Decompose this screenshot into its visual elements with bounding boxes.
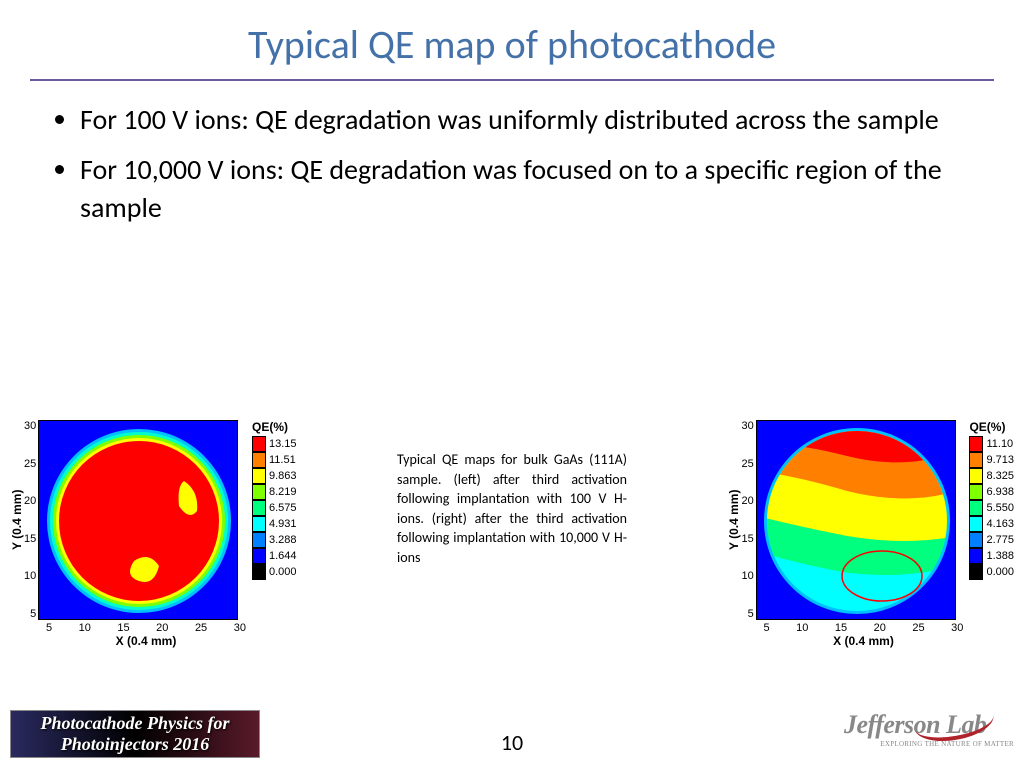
x-ticks: 5 10 15 20 25 30 xyxy=(763,620,963,634)
x-ticks: 5 10 15 20 25 30 xyxy=(46,620,246,634)
x-axis-label: X (0.4 mm) xyxy=(46,634,246,648)
page-title: Typical QE map of photocathode xyxy=(0,0,1024,79)
colorbar-left: QE(%) 13.15 11.51 9.863 8.219 6.575 4.93… xyxy=(252,420,297,580)
y-axis-label: Y (0.4 mm) xyxy=(727,420,741,620)
title-underline xyxy=(30,79,994,81)
qe-map-left: Y (0.4 mm) 5 10 15 20 25 30 xyxy=(10,420,297,648)
figure-caption: Typical QE maps for bulk GaAs (111A) sam… xyxy=(397,450,627,568)
bullet-list: For 100 V ions: QE degradation was unifo… xyxy=(0,101,1024,226)
x-axis-label: X (0.4 mm) xyxy=(763,634,963,648)
page-number: 10 xyxy=(501,729,523,756)
y-axis-label: Y (0.4 mm) xyxy=(10,420,24,620)
y-ticks: 5 10 15 20 25 30 xyxy=(741,420,755,620)
qe-map-right: Y (0.4 mm) 5 10 15 20 25 30 xyxy=(727,420,1014,648)
conference-banner: Photocathode Physics for Photoinjectors … xyxy=(10,710,260,758)
colorbar-right: QE(%) 11.10 9.713 8.325 6.938 5.550 4.16… xyxy=(969,420,1014,580)
heatmap-left xyxy=(38,420,238,620)
heatmap-right xyxy=(756,420,956,620)
bullet-item: For 100 V ions: QE degradation was unifo… xyxy=(80,101,964,139)
bullet-item: For 10,000 V ions: QE degradation was fo… xyxy=(80,151,964,227)
figure-row: Y (0.4 mm) 5 10 15 20 25 30 xyxy=(0,420,1024,648)
y-ticks: 5 10 15 20 25 30 xyxy=(24,420,38,620)
jefferson-lab-logo: Jefferson Lab EXPLORING THE NATURE OF MA… xyxy=(844,710,1014,758)
